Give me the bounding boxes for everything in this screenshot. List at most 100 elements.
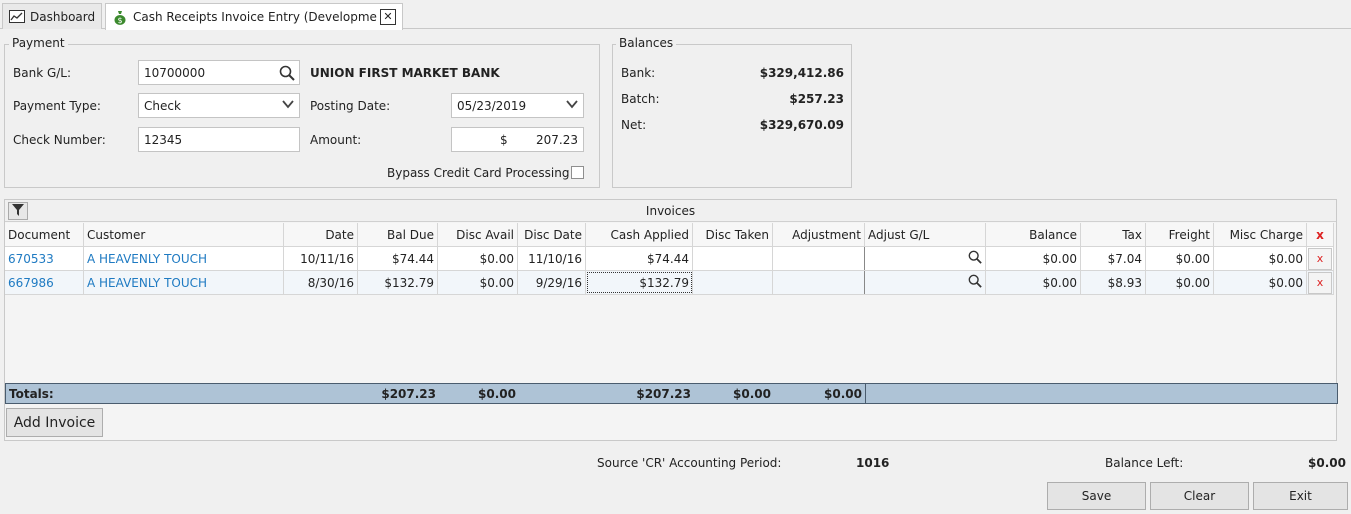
adjust-gl-cell[interactable] <box>865 271 986 294</box>
document-link[interactable]: 670533 <box>5 247 84 270</box>
check-number-value: 12345 <box>144 132 183 147</box>
col-misc-charge[interactable]: Misc Charge <box>1214 223 1307 246</box>
table-row: 670533 A HEAVENLY TOUCH 10/11/16 $74.44 … <box>5 247 1334 271</box>
total-bal-due: $207.23 <box>381 386 436 401</box>
invoices-grid: Invoices Document Customer Date Bal Due … <box>4 199 1338 441</box>
filter-icon <box>12 203 24 219</box>
col-disc-taken[interactable]: Disc Taken <box>693 223 773 246</box>
cash-applied-cell[interactable]: $132.79 <box>586 271 693 294</box>
tax-cell: $8.93 <box>1081 271 1146 294</box>
grid-header: Document Customer Date Bal Due Disc Avai… <box>5 223 1334 247</box>
balances-legend: Balances <box>616 36 677 50</box>
bank-name: UNION FIRST MARKET BANK <box>310 66 500 80</box>
col-document[interactable]: Document <box>5 223 84 246</box>
col-disc-avail[interactable]: Disc Avail <box>438 223 518 246</box>
col-cash-applied[interactable]: Cash Applied <box>586 223 693 246</box>
totals-label: Totals: <box>9 386 54 401</box>
balance-left-value: $0.00 <box>1308 456 1346 470</box>
net-balance-label: Net: <box>621 118 647 132</box>
total-adjustment: $0.00 <box>774 384 866 403</box>
customer-link[interactable]: A HEAVENLY TOUCH <box>84 247 284 270</box>
disc-taken-cell[interactable] <box>693 271 773 294</box>
col-bal-due[interactable]: Bal Due <box>358 223 438 246</box>
col-date[interactable]: Date <box>284 223 358 246</box>
col-adjust-gl[interactable]: Adjust G/L <box>865 223 986 246</box>
search-icon[interactable] <box>968 274 982 291</box>
net-balance-value: $329,670.09 <box>759 118 844 132</box>
total-cash-applied: $207.23 <box>636 386 691 401</box>
bank-gl-label: Bank G/L: <box>13 66 72 80</box>
disc-date-cell: 11/10/16 <box>518 247 586 270</box>
disc-taken-cell[interactable] <box>693 247 773 270</box>
period-value: 1016 <box>856 456 890 470</box>
delete-cell: x <box>1307 271 1334 294</box>
add-invoice-button[interactable]: Add Invoice <box>6 408 103 437</box>
bypass-checkbox[interactable] <box>571 166 584 179</box>
bypass-label: Bypass Credit Card Processing <box>387 166 570 180</box>
date-cell: 8/30/16 <box>284 271 358 294</box>
chart-icon <box>9 10 25 24</box>
adjustment-cell[interactable] <box>773 271 865 294</box>
svg-text:$: $ <box>117 16 122 25</box>
check-number-label: Check Number: <box>13 133 106 147</box>
misc-charge-cell: $0.00 <box>1214 247 1307 270</box>
payment-type-value: Check <box>144 98 181 113</box>
bank-balance-label: Bank: <box>621 66 656 80</box>
bal-due-cell: $132.79 <box>358 271 438 294</box>
delete-row-button[interactable]: x <box>1308 271 1332 294</box>
batch-balance-value: $257.23 <box>789 92 844 106</box>
col-customer[interactable]: Customer <box>84 223 284 246</box>
save-button[interactable]: Save <box>1047 482 1146 510</box>
close-icon[interactable]: ✕ <box>380 9 396 25</box>
freight-cell: $0.00 <box>1146 271 1214 294</box>
date-cell: 10/11/16 <box>284 247 358 270</box>
filter-button[interactable] <box>8 202 28 220</box>
freight-cell: $0.00 <box>1146 247 1214 270</box>
cash-applied-cell[interactable]: $74.44 <box>586 247 693 270</box>
totals-row: Totals: $207.23 $0.00 $207.23 $0.00 $0.0… <box>5 383 1338 404</box>
col-disc-date[interactable]: Disc Date <box>518 223 586 246</box>
balances-group <box>612 44 852 188</box>
amount-label: Amount: <box>310 133 362 147</box>
amount-currency: $ <box>500 132 508 147</box>
tab-dashboard[interactable]: Dashboard <box>2 3 102 29</box>
adjust-gl-cell[interactable] <box>865 247 986 270</box>
col-balance[interactable]: Balance <box>986 223 1081 246</box>
delete-row-button[interactable]: x <box>1308 247 1332 270</box>
posting-date-picker[interactable]: 05/23/2019 <box>451 93 584 118</box>
bank-balance-value: $329,412.86 <box>759 66 844 80</box>
tab-label: Cash Receipts Invoice Entry (Developme <box>133 10 377 24</box>
clear-button[interactable]: Clear <box>1150 482 1249 510</box>
tab-strip: Dashboard $ Cash Receipts Invoice Entry … <box>0 0 1351 30</box>
posting-date-label: Posting Date: <box>310 99 391 113</box>
total-disc-taken: $0.00 <box>733 386 771 401</box>
col-freight[interactable]: Freight <box>1146 223 1214 246</box>
col-delete: x <box>1307 223 1334 246</box>
table-row: 667986 A HEAVENLY TOUCH 8/30/16 $132.79 … <box>5 271 1334 295</box>
disc-avail-cell: $0.00 <box>438 247 518 270</box>
money-bag-icon: $ <box>112 10 128 25</box>
posting-date-value: 05/23/2019 <box>457 98 527 113</box>
search-icon[interactable] <box>968 250 982 267</box>
check-number-input[interactable]: 12345 <box>138 127 300 152</box>
delete-cell: x <box>1307 247 1334 270</box>
amount-value: 207.23 <box>536 132 578 147</box>
col-adjustment[interactable]: Adjustment <box>773 223 865 246</box>
payment-type-select[interactable]: Check <box>138 93 300 118</box>
search-icon[interactable] <box>279 65 295 84</box>
totals-spacer <box>519 384 587 403</box>
balance-left-label: Balance Left: <box>1105 456 1184 470</box>
chevron-down-icon[interactable] <box>566 98 578 113</box>
bank-gl-value: 10700000 <box>144 65 206 80</box>
col-tax[interactable]: Tax <box>1081 223 1146 246</box>
adjustment-cell[interactable] <box>773 247 865 270</box>
amount-input[interactable]: $ 207.23 <box>451 127 584 152</box>
tab-label: Dashboard <box>30 9 96 24</box>
customer-link[interactable]: A HEAVENLY TOUCH <box>84 271 284 294</box>
period-label: Source 'CR' Accounting Period: <box>597 456 782 470</box>
exit-button[interactable]: Exit <box>1253 482 1348 510</box>
tab-cash-receipts[interactable]: $ Cash Receipts Invoice Entry (Developme… <box>105 3 403 30</box>
document-link[interactable]: 667986 <box>5 271 84 294</box>
chevron-down-icon <box>282 98 294 113</box>
bank-gl-input[interactable]: 10700000 <box>138 60 300 85</box>
